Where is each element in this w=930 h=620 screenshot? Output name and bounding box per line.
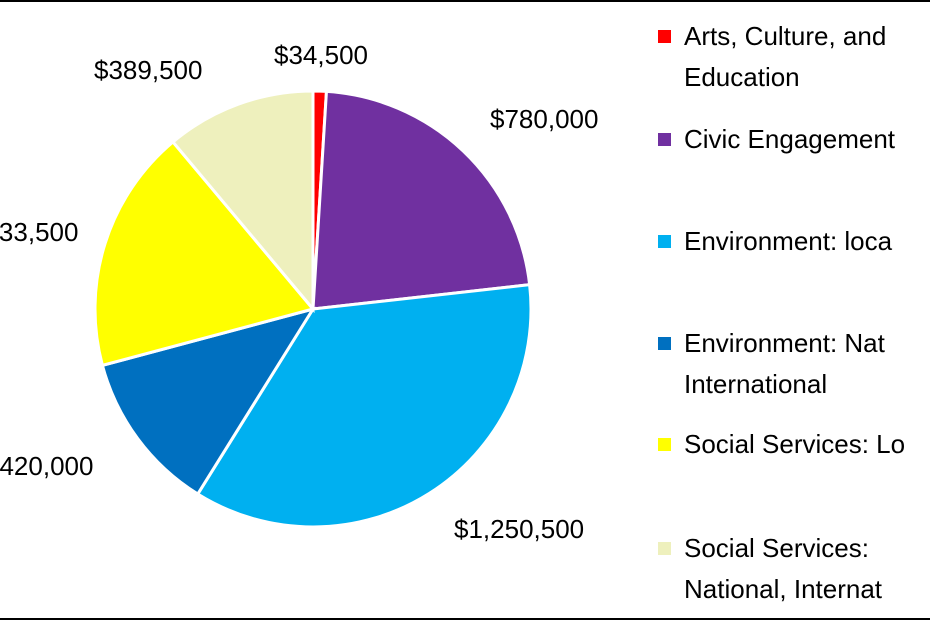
legend-swatch (658, 235, 671, 248)
data-label-env-local: $1,250,500 (454, 514, 585, 544)
pie-slice-2 (195, 282, 533, 529)
data-label-social-local: $633,500 (0, 217, 79, 247)
data-label-social-national: $389,500 (94, 55, 203, 85)
legend-swatch (658, 133, 671, 146)
legend-swatch (658, 542, 671, 555)
legend-swatch (658, 30, 671, 43)
legend-swatch (658, 438, 671, 451)
pie-slice-1 (311, 89, 532, 311)
data-label-env-national: $420,000 (0, 451, 94, 481)
legend-swatch (658, 337, 671, 350)
pie-slice-5 (170, 89, 315, 314)
pie-slice-4 (93, 139, 316, 368)
data-label-civic: $780,000 (490, 104, 599, 134)
data-label-arts: $34,500 (274, 40, 368, 70)
pie-slice-3 (100, 306, 317, 497)
